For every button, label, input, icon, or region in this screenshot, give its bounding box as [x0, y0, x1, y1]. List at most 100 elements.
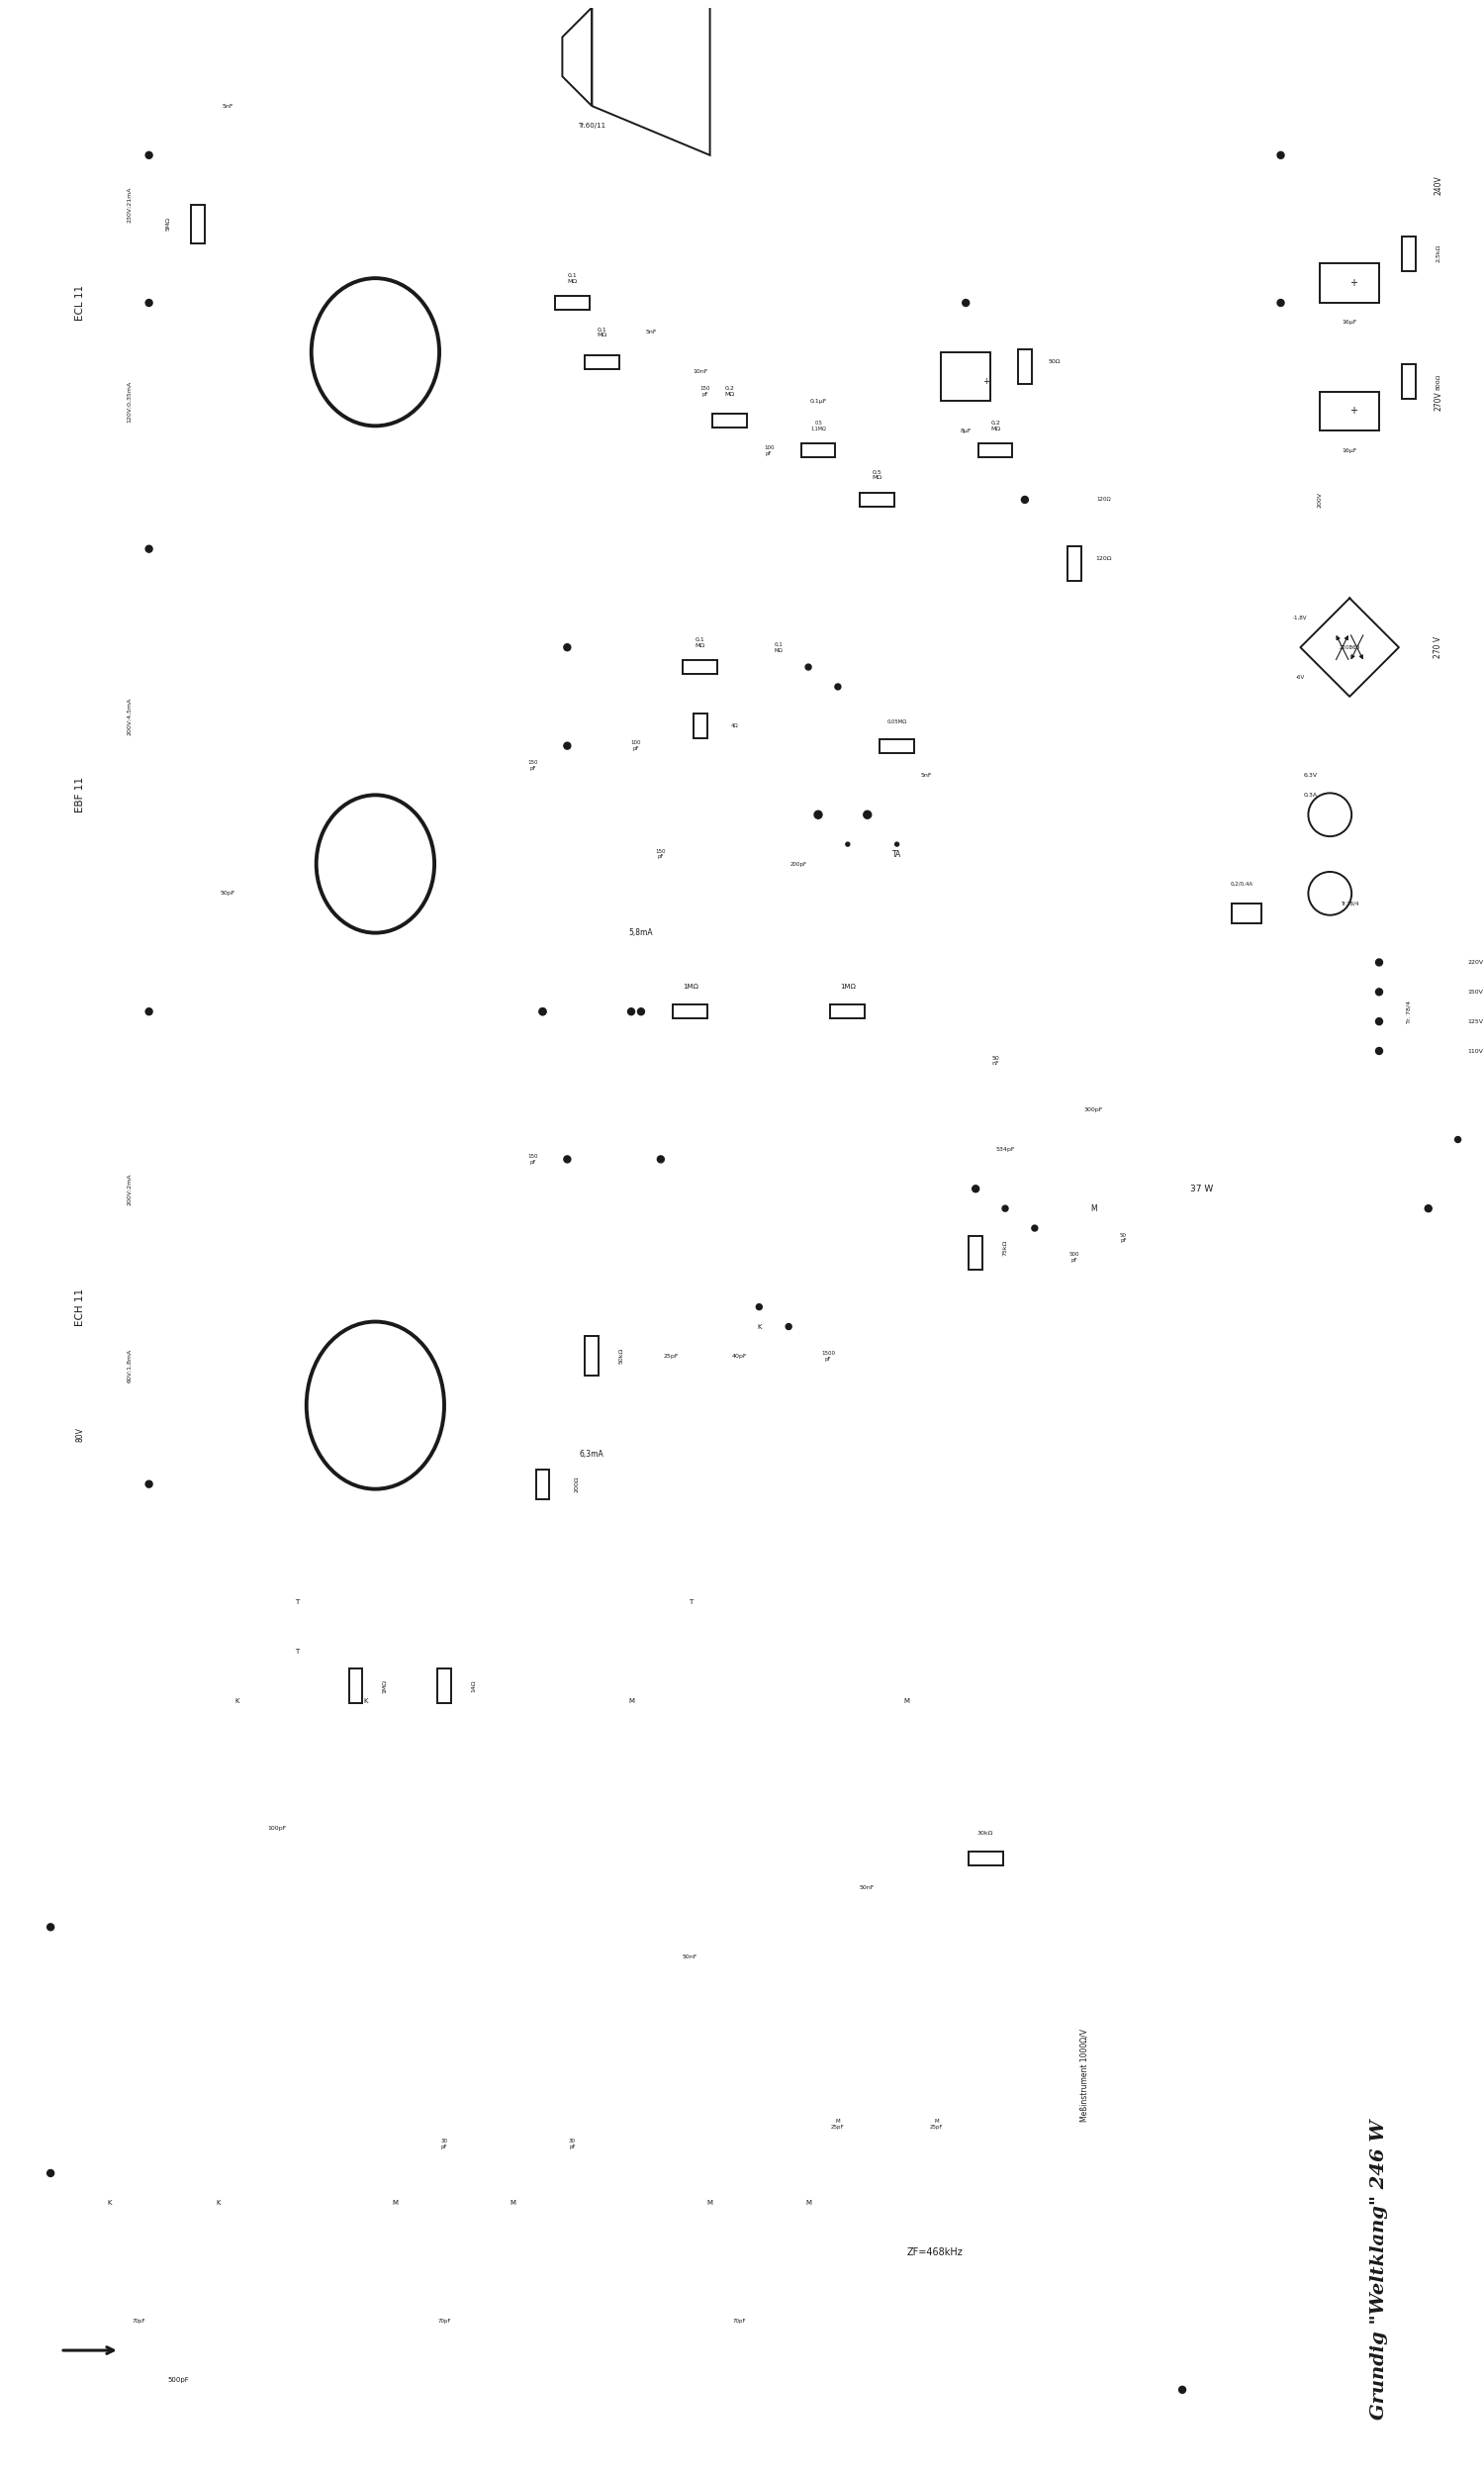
Bar: [968, 1852, 1003, 1864]
Text: 230V;21mA: 230V;21mA: [126, 186, 132, 223]
Circle shape: [1002, 1206, 1008, 1211]
Text: +: +: [1349, 277, 1358, 287]
Circle shape: [145, 1481, 153, 1488]
Text: 150
pF: 150 pF: [700, 386, 711, 396]
Text: Tr.78/4: Tr.78/4: [1340, 901, 1359, 906]
Text: M
25pF: M 25pF: [831, 2119, 844, 2129]
Text: 5nF: 5nF: [646, 329, 656, 334]
Text: 200Ω: 200Ω: [574, 1476, 580, 1493]
Text: 0,5
MΩ: 0,5 MΩ: [873, 470, 883, 480]
Bar: [585, 354, 619, 369]
Text: 1MΩ: 1MΩ: [383, 1679, 387, 1694]
Text: 500pF: 500pF: [168, 2377, 190, 2382]
Text: K: K: [757, 1325, 761, 1330]
Text: 0,1
MΩ: 0,1 MΩ: [567, 272, 577, 285]
Bar: [969, 1236, 982, 1270]
Text: M
25pF: M 25pF: [929, 2119, 942, 2129]
Text: 16μF: 16μF: [1342, 448, 1358, 453]
Text: 5nF: 5nF: [223, 104, 233, 109]
Circle shape: [145, 545, 153, 552]
Text: 100
pF: 100 pF: [764, 446, 775, 456]
Text: 0,1
MΩ: 0,1 MΩ: [695, 636, 705, 649]
Text: 25pF: 25pF: [663, 1354, 678, 1359]
Bar: [831, 1005, 865, 1018]
Text: 270V: 270V: [1434, 391, 1442, 411]
Circle shape: [1309, 872, 1352, 916]
Text: 30kΩ: 30kΩ: [978, 1832, 994, 1837]
Text: EBF 11: EBF 11: [76, 777, 85, 812]
Text: 1MΩ: 1MΩ: [840, 983, 856, 990]
Text: K: K: [236, 1699, 240, 1703]
Circle shape: [145, 1008, 153, 1015]
Text: M: M: [392, 2199, 398, 2206]
Text: 200V: 200V: [1318, 493, 1322, 508]
Text: 100
pF: 100 pF: [631, 740, 641, 750]
Text: 5nF: 5nF: [920, 773, 932, 777]
Bar: [861, 493, 895, 508]
Text: 40pF: 40pF: [732, 1354, 746, 1359]
Text: 5MΩ: 5MΩ: [166, 218, 171, 230]
Bar: [1321, 262, 1379, 302]
Text: 150
pF: 150 pF: [528, 760, 539, 770]
Text: 37 W: 37 W: [1190, 1184, 1214, 1193]
Text: 2,5kΩ: 2,5kΩ: [1435, 245, 1441, 262]
Circle shape: [1376, 1047, 1383, 1055]
Circle shape: [864, 810, 871, 820]
Text: +: +: [1349, 406, 1358, 416]
Circle shape: [757, 1305, 763, 1310]
Circle shape: [47, 1924, 53, 1931]
Text: 125V: 125V: [1468, 1020, 1484, 1025]
Text: M: M: [628, 1699, 634, 1703]
Circle shape: [564, 743, 571, 750]
Text: M: M: [510, 2199, 516, 2206]
Circle shape: [895, 842, 899, 847]
Bar: [978, 443, 1012, 458]
Text: M: M: [904, 1699, 910, 1703]
Bar: [1232, 904, 1261, 924]
Bar: [801, 443, 835, 458]
Text: 4Ω: 4Ω: [730, 723, 739, 728]
Text: -6V: -6V: [1296, 673, 1304, 678]
Text: 0,05MΩ: 0,05MΩ: [887, 718, 907, 723]
Text: 6,3V: 6,3V: [1303, 773, 1318, 777]
Circle shape: [1376, 958, 1383, 966]
Text: T: T: [294, 1599, 298, 1604]
Text: 30
pF: 30 pF: [568, 2139, 576, 2149]
Circle shape: [638, 1008, 644, 1015]
Circle shape: [846, 842, 850, 847]
Text: 14Ω: 14Ω: [472, 1679, 476, 1691]
Text: 110V: 110V: [1468, 1047, 1484, 1052]
Text: M: M: [706, 2199, 712, 2206]
Text: 0,2/0,4A: 0,2/0,4A: [1230, 881, 1252, 886]
Circle shape: [785, 1325, 791, 1330]
Text: 200V;2mA: 200V;2mA: [126, 1174, 132, 1206]
Circle shape: [47, 2169, 53, 2176]
Text: 30
pF: 30 pF: [441, 2139, 448, 2149]
Circle shape: [835, 683, 841, 691]
Ellipse shape: [307, 1322, 444, 1488]
Text: 60V;1,8mA: 60V;1,8mA: [126, 1349, 132, 1384]
Bar: [674, 1005, 708, 1018]
Text: 70pF: 70pF: [132, 2318, 145, 2322]
Circle shape: [145, 300, 153, 307]
Circle shape: [806, 664, 812, 671]
Text: 50pF: 50pF: [220, 891, 236, 896]
Circle shape: [962, 300, 969, 307]
Circle shape: [1309, 792, 1352, 837]
Text: 50nF: 50nF: [683, 1954, 697, 1959]
Text: Tr. 78/4: Tr. 78/4: [1407, 1000, 1411, 1023]
Bar: [438, 1669, 451, 1703]
Circle shape: [539, 1008, 546, 1015]
Text: 120Ω: 120Ω: [1097, 498, 1112, 503]
Text: ZF=468kHz: ZF=468kHz: [907, 2248, 963, 2256]
Text: K: K: [107, 2199, 111, 2206]
Bar: [1402, 235, 1416, 270]
Text: 300pF: 300pF: [1085, 1107, 1103, 1112]
Text: 220V: 220V: [1468, 961, 1484, 966]
Text: 0,2
MΩ: 0,2 MΩ: [724, 386, 735, 396]
Text: 1500
pF: 1500 pF: [821, 1352, 835, 1362]
Text: 16μF: 16μF: [1342, 319, 1358, 324]
Text: 0,2
MΩ: 0,2 MΩ: [990, 421, 1000, 431]
Text: 120V;0,35mA: 120V;0,35mA: [126, 381, 132, 423]
Text: 8μF: 8μF: [960, 428, 972, 433]
